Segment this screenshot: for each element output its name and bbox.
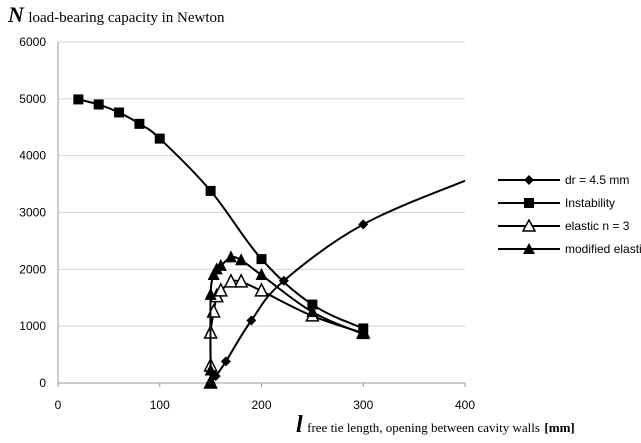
data-point-square bbox=[205, 185, 216, 196]
legend-item-elastic: elastic n = 3 bbox=[496, 214, 641, 237]
x-axis-label: l free tie length, opening between cavit… bbox=[296, 412, 575, 439]
y-tick-label: 2000 bbox=[19, 262, 46, 276]
legend-label-dr: dr = 4.5 mm bbox=[565, 172, 630, 187]
data-point-diamond bbox=[278, 275, 289, 286]
legend-label-instability: Instability bbox=[565, 195, 616, 210]
data-point-diamond bbox=[210, 371, 221, 382]
y-tick-label: 0 bbox=[39, 376, 46, 390]
series-elastic-n-3 bbox=[203, 273, 371, 389]
legend-item-instability: Instability bbox=[496, 191, 641, 214]
data-point-square bbox=[256, 254, 267, 265]
tick-labels: 0 1000 2000 3000 4000 5000 6000 0 100 200 300 400 bbox=[19, 35, 475, 412]
series-instability bbox=[73, 94, 369, 334]
series-line bbox=[209, 279, 364, 384]
legend-swatch-elastic bbox=[498, 217, 560, 232]
legend-label-modified-elastic: modified elastic bbox=[565, 241, 641, 256]
y-tick-label: 3000 bbox=[19, 206, 46, 220]
legend-swatch-modified-elastic bbox=[498, 242, 560, 254]
data-point-triangle-open bbox=[233, 273, 249, 288]
x-tick-label: 100 bbox=[150, 398, 170, 412]
x-tick-label: 400 bbox=[455, 398, 475, 412]
data-point-triangle-open bbox=[254, 282, 269, 297]
series-dr-4-5-mm bbox=[205, 179, 466, 388]
y-axis-label: N load-bearing capacity in Newton bbox=[8, 2, 225, 28]
data-point-diamond bbox=[246, 315, 257, 326]
y-tick-label: 1000 bbox=[19, 319, 46, 333]
legend-item-dr: dr = 4.5 mm bbox=[496, 168, 641, 191]
y-tick-label: 6000 bbox=[19, 35, 46, 49]
x-axis-title: free tie length, opening between cavity … bbox=[307, 420, 540, 435]
data-point-triangle-open bbox=[223, 273, 239, 288]
data-point-triangle-filled bbox=[235, 253, 248, 266]
x-tick-label: 200 bbox=[251, 398, 271, 412]
data-point-square bbox=[307, 299, 318, 310]
axes bbox=[57, 42, 466, 387]
legend: dr = 4.5 mm Instability elastic n = 3 mo… bbox=[496, 168, 641, 260]
data-point-square bbox=[134, 118, 145, 129]
data-point-diamond bbox=[220, 356, 231, 367]
data-point-diamond bbox=[205, 378, 216, 388]
y-tick-label: 4000 bbox=[19, 149, 46, 163]
data-point-triangle-filled bbox=[255, 268, 268, 281]
legend-label-elastic: elastic n = 3 bbox=[565, 218, 630, 233]
data-point-square bbox=[73, 94, 84, 105]
data-point-triangle-open bbox=[213, 282, 229, 297]
data-point-square bbox=[114, 107, 125, 118]
series-modified-elastic bbox=[204, 250, 370, 388]
data-point-triangle-filled bbox=[224, 250, 237, 263]
x-tick-label: 0 bbox=[55, 398, 62, 412]
y-axis-title: load-bearing capacity in Newton bbox=[28, 10, 225, 26]
data-point-triangle-filled bbox=[306, 304, 319, 317]
data-point-triangle-filled bbox=[204, 363, 217, 376]
data-point-square bbox=[358, 323, 369, 334]
data-point-triangle-filled bbox=[204, 287, 217, 300]
x-axis-unit: [mm] bbox=[544, 420, 575, 435]
y-axis-symbol: N bbox=[8, 2, 24, 27]
legend-swatch-dr bbox=[498, 174, 560, 185]
legend-item-modified-elastic: modified elastic bbox=[496, 237, 641, 260]
y-tick-label: 5000 bbox=[19, 92, 46, 106]
data-point-square bbox=[154, 133, 165, 144]
data-point-square bbox=[93, 99, 104, 110]
data-point-diamond bbox=[358, 219, 369, 230]
legend-swatch-instability bbox=[498, 197, 560, 208]
series-group bbox=[73, 94, 466, 389]
grid-lines bbox=[58, 41, 465, 327]
x-tick-label: 300 bbox=[353, 398, 373, 412]
x-axis-symbol: l bbox=[296, 412, 303, 438]
data-point-triangle-filled bbox=[214, 258, 227, 271]
series-line bbox=[209, 179, 466, 384]
